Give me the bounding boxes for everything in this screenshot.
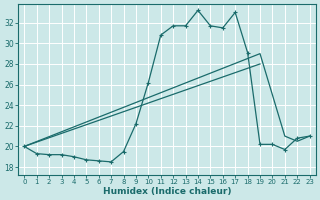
X-axis label: Humidex (Indice chaleur): Humidex (Indice chaleur) — [103, 187, 231, 196]
